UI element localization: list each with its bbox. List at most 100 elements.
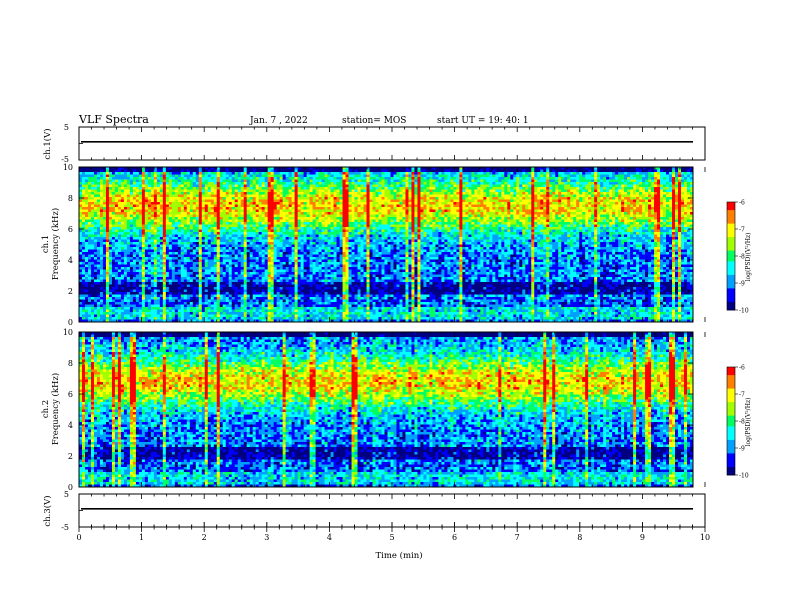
spectrogram-cell [243,187,248,190]
spectrogram-cell [174,242,179,245]
spectrogram-cell [168,192,173,195]
spectrogram-cell [108,299,113,303]
spectrogram-cell [228,239,233,243]
spectrogram-cell [216,212,221,215]
spectrogram-cell [135,312,140,315]
spectrogram-cell [174,182,179,185]
spectrogram-cell [198,172,203,175]
spectrogram-cell [225,197,230,200]
spectrogram-cell [249,214,254,218]
spectrogram-cell [165,242,170,245]
spectrogram-cell [129,184,134,188]
spectrogram-cell [222,257,227,260]
spectrogram-cell [210,269,215,273]
spectrogram-cell [267,282,271,285]
spectrogram-cell [138,192,143,195]
spectrogram-cell [129,247,134,250]
spectrogram-cell [168,299,173,303]
spectrogram-cell [216,307,221,310]
spectrogram-cell [189,282,194,285]
spectrogram-cell [225,167,230,170]
spectrogram-cell [231,204,236,208]
spectrogram-cell [201,289,206,293]
spectrogram-cell [147,282,152,285]
spectrogram-cell [135,244,140,248]
spectrogram-cell [267,262,271,265]
spectrogram-cell [288,249,292,253]
spectrogram-cell [306,284,310,288]
spectrogram-cell [123,187,128,190]
spectrogram-cell [141,232,146,235]
spectrogram-cell [156,202,161,205]
spectrogram-cell [225,209,230,213]
spectrogram-cell [201,277,206,280]
spectrogram-cell [213,274,218,278]
spectrogram-cell [153,292,158,295]
spectrogram-cell [303,169,307,173]
spectrogram-cell [102,304,107,308]
spectrogram-cell [222,194,227,198]
spectrogram-cell [120,314,125,318]
spectrogram-cell [198,252,203,255]
spectrogram-cell [153,167,158,170]
spectrogram-cell [159,262,164,265]
spectrogram-cell [96,249,101,253]
spectrogram-cell [309,267,313,270]
spectrogram-cell [99,272,104,275]
spectrogram-cell [174,172,179,175]
spectrogram-cell [114,254,119,258]
spectrogram-cell [309,222,313,225]
spectrogram-cell [189,207,194,210]
spectrogram-cell [135,219,140,223]
spectrogram-cell [189,227,194,230]
spectrogram-cell [243,254,248,258]
spectrogram-cell [177,239,182,243]
spectrogram-cell [129,222,134,225]
spectrogram-cell [108,259,113,263]
spectrogram-cell [282,187,286,190]
spectrogram-cell [213,227,218,230]
spectrogram-cell [108,277,113,280]
spectrogram-cell [87,292,92,295]
spectrogram-cell [153,174,158,178]
spectrogram-cell [93,234,98,238]
spectrogram-cell [96,244,101,248]
spectrogram-cell [276,292,280,295]
spectrogram-cell [117,192,122,195]
spectrogram-cell [150,214,155,218]
spectrogram-cell [270,167,274,170]
spectrogram-cell [183,212,188,215]
spectrogram-cell [312,177,316,180]
spectrogram-cell [216,174,221,178]
spectrogram-cell [87,187,92,190]
spectrogram-cell [312,217,316,220]
spectrogram-cell [249,279,254,283]
spectrogram-cell [228,209,233,213]
spectrogram-cell [84,214,89,218]
spectrogram-cell [144,239,149,243]
spectrogram-cell [132,262,137,265]
spectrogram-cell [258,289,263,293]
spectrogram-cell [312,192,316,195]
spectrogram-cell [165,249,170,253]
spectrogram-cell [276,227,280,230]
spectrogram-cell [258,262,263,265]
spectrogram-cell [282,172,286,175]
spectrogram-cell [171,177,176,180]
spectrogram-cell [108,312,113,315]
spectrogram-cell [252,292,257,295]
spectrogram-cell [210,167,215,170]
spectrogram-cell [174,252,179,255]
spectrogram-cell [102,212,107,215]
spectrogram-cell [291,237,295,240]
spectrogram-cell [111,197,116,200]
spectrogram-cell [234,304,239,308]
spectrogram-cell [252,287,257,290]
spectrogram-cell [207,167,212,170]
spectrogram-cell [153,192,158,195]
spectrogram-cell [123,182,128,185]
spectrogram-cell [273,207,277,210]
spectrogram-cell [168,304,173,308]
spectrogram-cell [117,314,122,318]
spectrogram-cell [225,294,230,298]
